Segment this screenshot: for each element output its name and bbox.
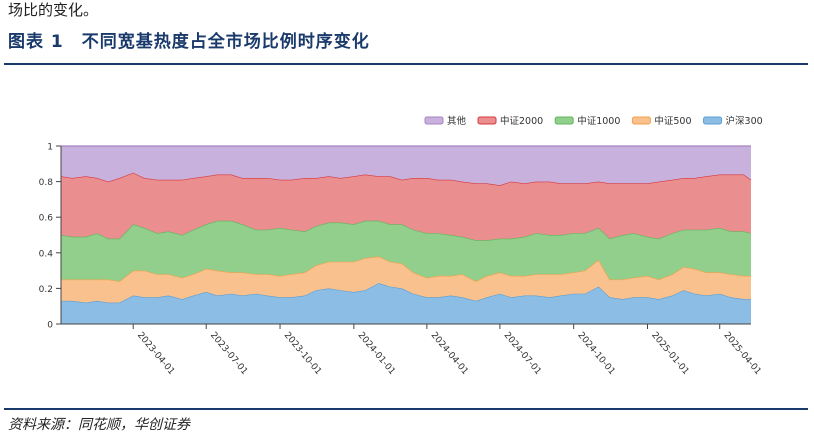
series-area-2 [61, 220, 751, 282]
legend-swatch-2 [554, 116, 574, 125]
legend-swatch-3 [631, 116, 651, 125]
series-area-0 [61, 283, 751, 324]
y-tick-label-0: 0 [47, 321, 53, 331]
x-tick-label-6: 2024-10-01 [575, 331, 616, 378]
chart-legend: 其他 中证2000 中证1000 中证500 沪深300 [424, 115, 763, 127]
y-tick-label-1: 0.2 [39, 285, 53, 295]
series-area-4 [61, 146, 751, 186]
legend-item-2: 中证1000 [554, 115, 620, 127]
intro-text-fragment: 场比的变化。 [8, 1, 99, 19]
legend-swatch-4 [703, 116, 723, 125]
x-tick-label-3: 2024-01-01 [356, 331, 397, 378]
x-tick-label-2: 2023-10-01 [282, 331, 323, 378]
legend-swatch-1 [477, 116, 497, 125]
x-tick-label-8: 2025-04-01 [721, 331, 762, 378]
x-tick-label-4: 2024-04-01 [429, 331, 470, 378]
legend-label-2: 中证1000 [577, 115, 620, 127]
series-area-1 [61, 256, 751, 303]
legend-swatch-0 [424, 116, 444, 125]
legend-item-1: 中证2000 [477, 115, 543, 127]
source-divider [4, 408, 808, 410]
title-divider [4, 63, 808, 65]
legend-label-4: 沪深300 [726, 115, 763, 127]
legend-label-1: 中证2000 [500, 115, 543, 127]
source-note: 资料来源：同花顺，华创证券 [8, 417, 190, 433]
x-tick-label-5: 2024-07-01 [502, 331, 543, 378]
y-tick-label-5: 1 [47, 143, 53, 153]
y-tick-label-3: 0.6 [39, 214, 54, 224]
legend-item-0: 其他 [424, 115, 467, 127]
stacked-area-chart: 0 0.2 0.4 0.6 0.8 1 2023-04-01 2023-07-01 2023-1… [39, 115, 763, 378]
legend-item-4: 沪深300 [703, 115, 763, 127]
series-line-1 [61, 255, 751, 282]
series-area-3 [61, 172, 751, 241]
x-tick-label-7: 2025-01-01 [649, 331, 690, 378]
figure-title: 图表 1 不同宽基热度占全市场比例时序变化 [8, 32, 370, 52]
x-tick-label-0: 2023-04-01 [135, 331, 176, 378]
legend-label-0: 其他 [447, 115, 467, 127]
y-tick-label-4: 0.8 [39, 178, 54, 188]
x-tick-label-1: 2023-07-01 [208, 331, 249, 378]
legend-item-3: 中证500 [631, 115, 692, 127]
y-tick-label-2: 0.4 [39, 249, 54, 259]
legend-label-3: 中证500 [654, 115, 691, 127]
area-layer [60, 145, 752, 324]
